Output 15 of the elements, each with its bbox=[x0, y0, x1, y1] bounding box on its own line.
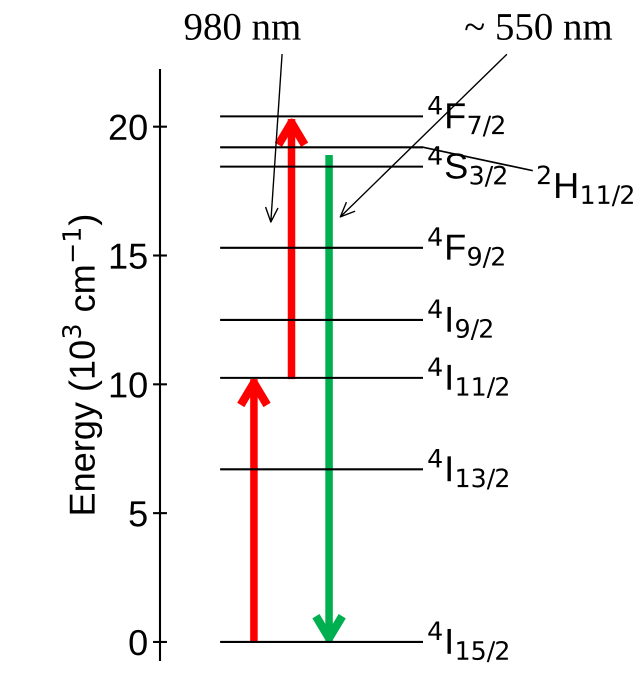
ref-line-label: $^{4}$I$_{11/2}$ bbox=[428, 357, 508, 398]
y-axis-title: Energy (10$^{3}$ cm$^{−1}$) bbox=[62, 216, 102, 514]
ref-line-label: $^{4}$I$_{9/2}$ bbox=[428, 300, 492, 340]
ref-line-label: $^{4}$I$_{15/2}$ bbox=[428, 622, 508, 662]
ref-line-label: $^{4}$I$_{13/2}$ bbox=[428, 448, 508, 490]
text: ~ 550 nm bbox=[465, 14, 612, 40]
ref-line-label: $^{2}$H$_{11/2}$ bbox=[538, 165, 633, 206]
y-tick-label: 10 bbox=[110, 372, 147, 398]
y-tick-label: 5 bbox=[130, 501, 147, 527]
ref-line-label: $^{4}$F$_{9/2}$ bbox=[428, 227, 504, 268]
y-tick-label: 0 bbox=[130, 630, 147, 656]
text: 980 nm bbox=[184, 14, 301, 40]
y-tick-label: 20 bbox=[110, 114, 147, 140]
ref-line-label: $^{4}$F$_{7/2}$ bbox=[428, 96, 504, 136]
y-tick-label: 15 bbox=[110, 244, 147, 269]
